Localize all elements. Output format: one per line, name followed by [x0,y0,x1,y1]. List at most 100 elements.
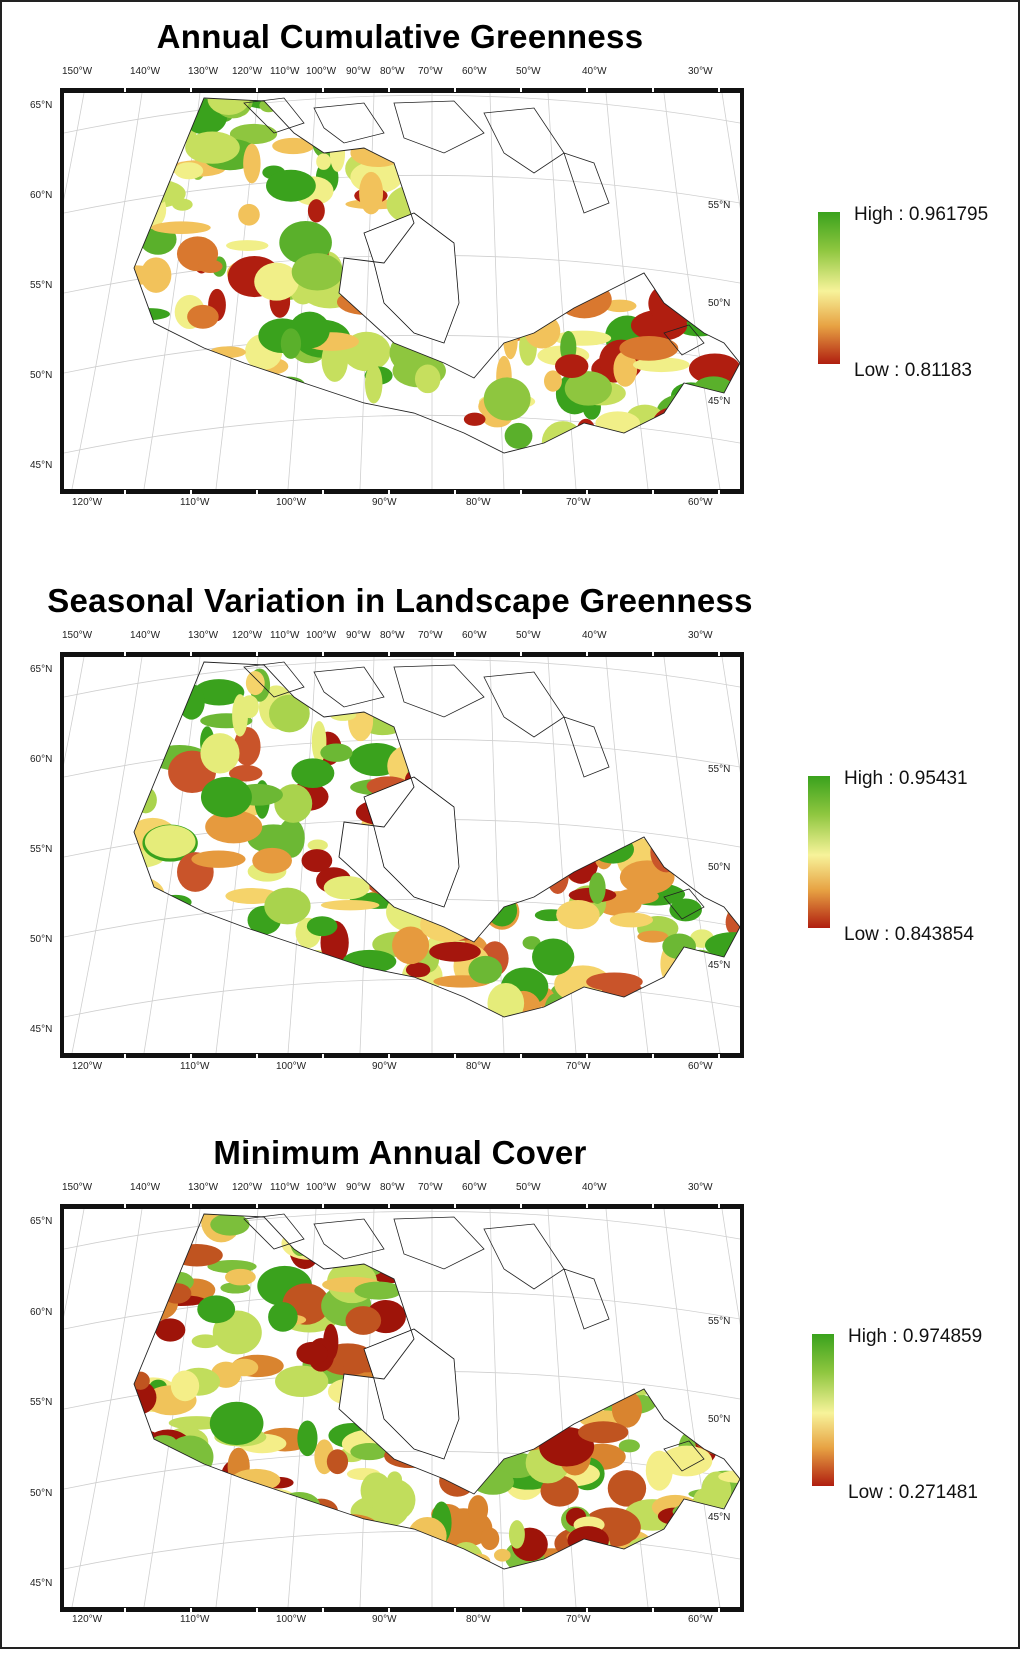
island-outline [563,716,610,778]
ecozone-patch [375,1556,421,1569]
ecozone-patch [230,1358,259,1377]
ecozone-patch [633,357,690,373]
canada-outline [133,661,740,1018]
panel-annual-cumulative-greenness: Annual Cumulative Greenness High : 0.961… [0,0,1024,540]
ecozone-patch [254,262,299,301]
lat-label-left: 50°N [30,934,53,945]
lat-label-left: 60°N [30,1306,53,1318]
lon-label-top: 100°W [306,630,337,641]
ecozone-patch [426,1307,470,1345]
ecozone-patch [582,1228,610,1260]
hudson-bay [363,212,460,344]
ecozone-patch [636,1576,686,1607]
ecozone-patch [79,1209,131,1240]
lon-label-top: 110°W [270,1182,300,1193]
ecozone-patch [483,377,531,421]
top-tick-bar [60,652,744,656]
ecozone-patch [549,1214,574,1235]
ecozone-patch [651,1299,703,1333]
ecozone-patch [272,137,315,155]
lon-label-top: 110°W [270,630,300,641]
ecozone-patch [423,1262,460,1304]
lat-label-left: 60°N [30,754,53,765]
island-outline [243,1213,305,1250]
ecozone-patch [720,1424,736,1455]
ecozone-patch [472,1469,514,1495]
ecozone-patch [693,1214,740,1244]
island-outline [483,671,565,738]
ecozone-patch [493,1548,511,1562]
ecozone-patch [398,1223,446,1259]
ecozone-patch [354,1281,403,1300]
bottom-tick-bar [60,1608,744,1612]
lon-label-bottom: 70°W [566,1614,591,1625]
ecozone-patch [383,1551,407,1567]
parallel-line [64,1290,740,1330]
ecozone-patch [291,253,344,291]
ecozone-patch [200,733,240,774]
ecozone-patch [389,1264,424,1277]
meridian-line [721,657,740,773]
ecozone-patch [217,1584,263,1607]
ecozone-patch [288,1226,321,1270]
island-outline [393,1216,485,1270]
ecozone-patch [443,1304,490,1337]
ecozone-patch [144,825,196,859]
lat-label-left: 45°N [30,460,53,471]
bottom-tick-bar [60,1054,744,1058]
ecozone-patch [170,1370,200,1402]
ecozone-patch [134,1458,180,1485]
lat-label-left: 60°N [30,190,53,201]
lat-label-left: 45°N [30,1578,53,1589]
ecozone-patch [188,1521,236,1561]
ecozone-patch [514,1565,533,1569]
ecozone-patch [134,1505,169,1532]
ecozone-patch [576,1351,629,1386]
ecozone-patch [694,1215,715,1240]
lon-label-top: 120°W [232,630,263,641]
map-seasonal-variation [60,656,744,1054]
lat-label-right: 45°N [708,396,731,407]
ecozone-patch [498,1251,513,1270]
map-canvas [64,657,740,1053]
ecozone-patch [476,1230,519,1249]
ecozone-patch [471,1462,489,1480]
lon-label-top: 30°W [688,1182,713,1193]
meridian-line [71,1209,143,1607]
lon-label-top: 70°W [418,66,443,77]
ecozone-patch [453,1590,483,1607]
ecozone-patch [134,1461,159,1491]
parallel-line [64,658,740,698]
island-outline [563,1268,610,1330]
lon-label-top: 140°W [130,66,161,77]
ecozone-patch [209,1401,264,1446]
parallel-line [64,978,740,1018]
lon-label-top: 60°W [462,630,487,641]
ecozone-patch [679,1226,701,1270]
lon-label-top: 90°W [346,66,371,77]
ecozone-patch [719,1346,740,1364]
lon-label-top: 90°W [346,1182,371,1193]
hudson-bay [363,776,460,908]
canada-outline [133,1213,740,1570]
ecozone-patch [628,1367,657,1383]
lon-label-bottom: 70°W [566,497,591,508]
top-tick-bar [60,1204,744,1208]
ecozone-patch [693,1487,721,1512]
lat-label-left: 50°N [30,370,53,381]
meridian-line [547,657,577,1053]
legend-high-label: High : 0.95431 [844,768,968,789]
legend-high-label: High : 0.961795 [854,204,989,225]
meridian-line [721,93,740,209]
ecozone-patch [291,758,335,788]
ecozone-patch [272,1550,292,1569]
ecozone-patch [232,1495,250,1514]
ecozone-patch [82,1264,120,1302]
meridian-line [359,1209,375,1607]
ecozone-patch [160,1227,182,1248]
ecozone-patch [333,1583,363,1607]
lon-label-top: 30°W [688,630,713,641]
ecozone-patch [589,872,606,904]
lat-label-right: 50°N [708,298,731,309]
map-annual-cumulative-greenness [60,92,744,490]
